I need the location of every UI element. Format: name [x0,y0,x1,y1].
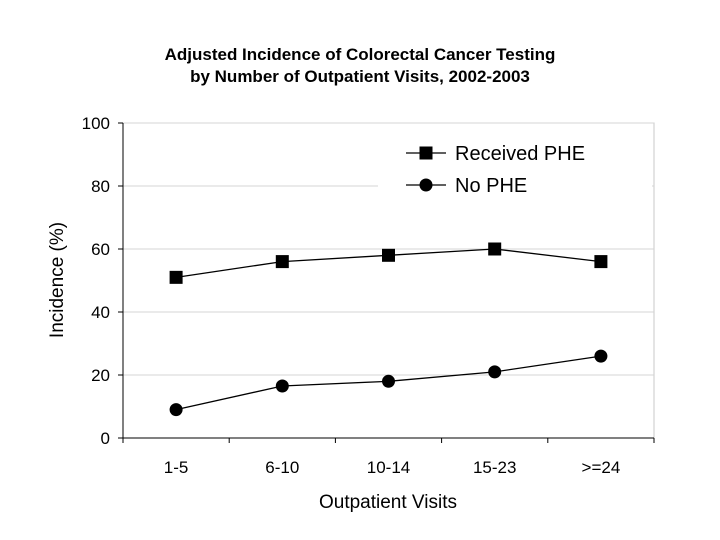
data-point-circle [382,374,395,388]
data-point-circle [594,349,608,363]
legend: Received PHE No PHE [378,138,652,202]
x-tick-label: >=24 [582,458,621,477]
data-point-square [594,255,608,269]
data-point-square [169,270,183,284]
tick-labels: 0 20 40 60 80 100 1-5 6-10 10-14 15-23 >=24 [82,114,621,477]
y-tick-label: 20 [91,366,110,385]
chart-title: Adjusted Incidence of Colorectal Cancer … [0,44,720,88]
data-point-square [275,255,289,269]
legend-marker-circle [419,178,433,192]
y-tick-label: 0 [101,429,110,448]
series [169,242,608,417]
x-tick-label: 1-5 [164,458,189,477]
x-tick-label: 15-23 [473,458,516,477]
data-point-circle [169,403,183,417]
data-point-square [488,242,502,256]
y-tick-label: 40 [91,303,110,322]
legend-label: No PHE [455,175,527,197]
y-axis-label: Incidence (%) [47,222,68,338]
y-tick-label: 80 [91,177,110,196]
chart-title-line-2: by Number of Outpatient Visits, 2002-200… [190,67,530,86]
legend-marker-square [419,146,433,160]
y-tick-label: 60 [91,240,110,259]
chart-title-line-1: Adjusted Incidence of Colorectal Cancer … [164,45,556,64]
x-axis-label: Outpatient Visits [319,492,457,513]
data-point-circle [488,365,502,379]
data-point-circle [275,379,289,393]
x-tick-label: 10-14 [367,458,410,477]
y-tick-label: 100 [82,114,110,133]
axes [118,122,655,443]
x-tick-label: 6-10 [265,458,299,477]
legend-label: Received PHE [455,143,585,165]
data-point-square [382,248,395,262]
